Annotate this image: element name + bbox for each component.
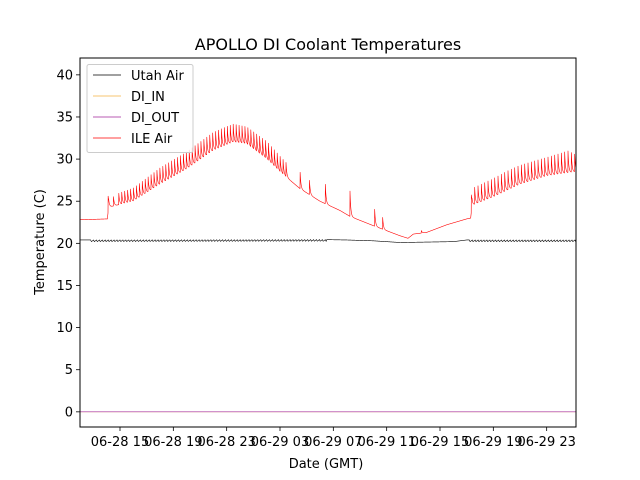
y-tick-label: 20 (56, 237, 73, 252)
x-tick-label: 06-28 23 (197, 435, 255, 450)
legend-frame (86, 64, 194, 153)
legend-label: ILE Air (131, 132, 173, 147)
legend-label: DI_IN (131, 90, 165, 105)
legend-entry-di-out: DI_OUT (93, 111, 179, 126)
x-tick-label: 06-29 19 (464, 435, 522, 450)
x-tick-label: 06-29 07 (304, 435, 362, 450)
series-line-ile-air (79, 123, 577, 239)
plot-area (79, 123, 577, 413)
chart-title: APOLLO DI Coolant Temperatures (195, 35, 461, 54)
series-line-utah-air (79, 239, 577, 243)
y-tick-label: 5 (65, 363, 73, 378)
legend-entry-utah-air: Utah Air (93, 69, 184, 84)
x-tick-label: 06-29 03 (251, 435, 309, 450)
x-tick-label: 06-28 15 (91, 435, 149, 450)
y-axis: 0 5 10 15 20 25 30 35 40 (56, 68, 80, 420)
x-axis-label: Date (GMT) (289, 457, 364, 472)
x-tick-label: 06-29 15 (411, 435, 469, 450)
y-tick-label: 15 (56, 279, 73, 294)
y-tick-label: 30 (56, 153, 73, 168)
y-tick-label: 10 (56, 321, 73, 336)
legend-entry-di-in: DI_IN (93, 90, 165, 105)
y-tick-label: 25 (56, 195, 73, 210)
x-tick-label: 06-29 23 (517, 435, 575, 450)
y-axis-label: Temperature (C) (33, 189, 48, 296)
axes-frame (79, 57, 577, 428)
legend: Utah Air DI_IN DI_OUT ILE Air (86, 64, 194, 153)
legend-label: Utah Air (131, 69, 184, 84)
legend-entry-ile-air: ILE Air (93, 132, 173, 147)
y-tick-label: 35 (56, 110, 73, 125)
legend-label: DI_OUT (131, 111, 179, 126)
x-tick-label: 06-29 11 (357, 435, 415, 450)
y-tick-label: 0 (65, 405, 73, 420)
x-tick-label: 06-28 19 (144, 435, 202, 450)
y-tick-label: 40 (56, 68, 73, 83)
